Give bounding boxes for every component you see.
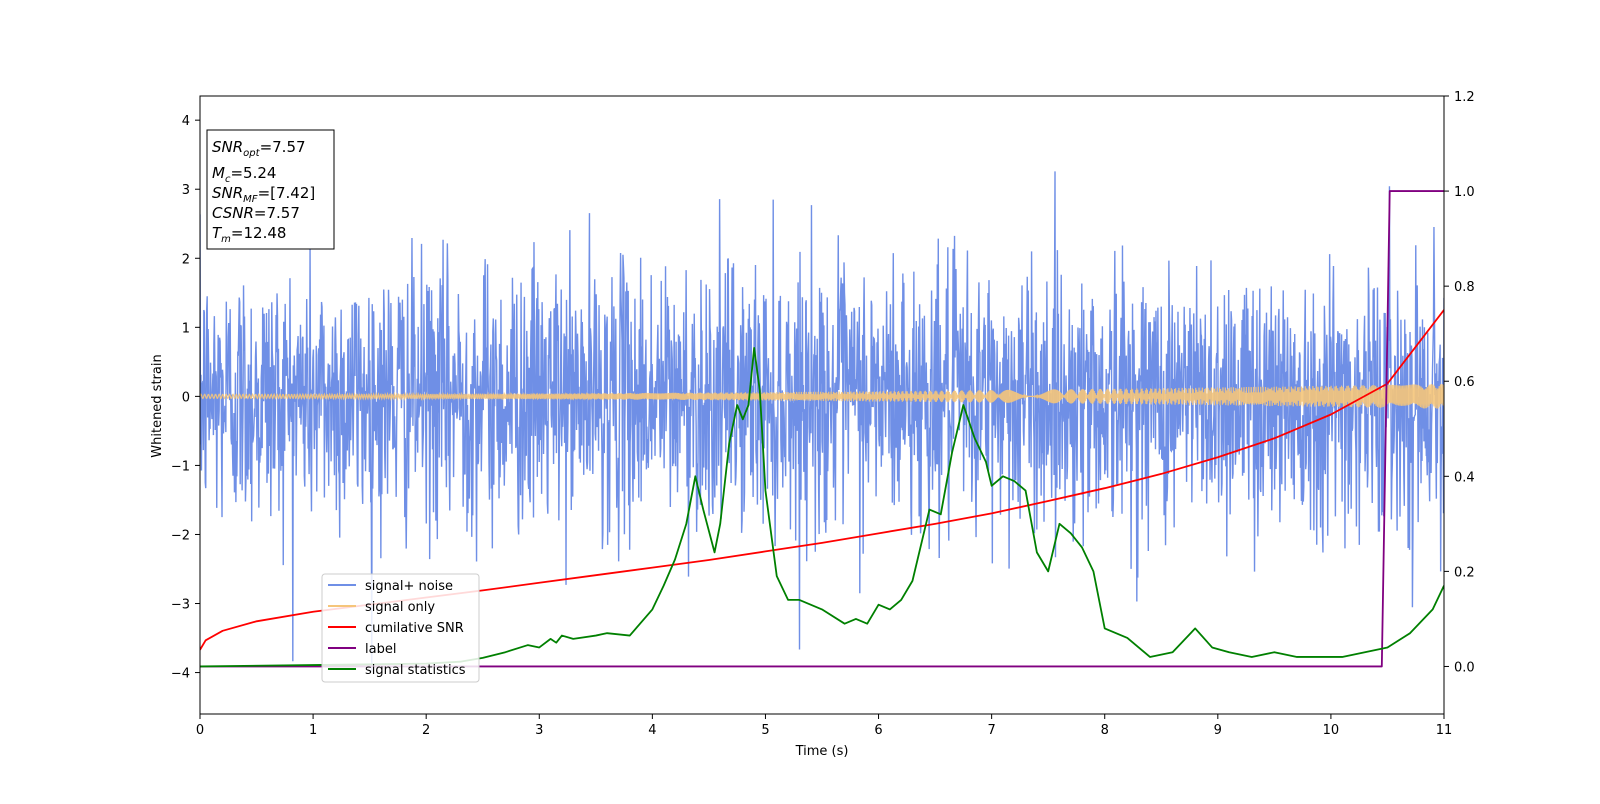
x-axis-label: Time (s) <box>795 744 849 759</box>
y-tick-label: 2 <box>182 252 190 267</box>
y2-tick-label: 0.0 <box>1454 660 1475 675</box>
y2-tick-label: 0.2 <box>1454 565 1475 580</box>
legend-label: signal only <box>365 600 435 615</box>
x-tick-label: 7 <box>987 723 995 738</box>
legend-frame <box>321 573 480 683</box>
y2-tick-label: 0.8 <box>1454 280 1475 295</box>
x-tick-label: 3 <box>535 723 543 738</box>
legend: signal+ noise signal only cumilative SNR la… <box>321 573 480 683</box>
y2-tick-label: 0.4 <box>1454 470 1475 485</box>
y-tick-label: 0 <box>182 390 190 405</box>
info-box-line: SNRopt=7.57 <box>212 138 306 159</box>
series-signal-only-line <box>200 383 1444 409</box>
legend-label: signal statistics <box>365 663 466 678</box>
legend-label: cumilative SNR <box>365 621 464 636</box>
series-layer <box>200 171 1444 672</box>
x-tick-label: 11 <box>1436 723 1453 738</box>
series-label-line <box>200 190 1444 668</box>
legend-label: label <box>365 642 396 657</box>
x-tick-label: 5 <box>761 723 769 738</box>
series-signal-noise-line <box>200 171 1444 672</box>
series-cumulative-snr-line <box>200 309 1444 651</box>
y-tick-label: −4 <box>171 667 190 682</box>
plot-frame <box>199 95 1445 715</box>
x-tick-label: 1 <box>309 723 317 738</box>
info-box-frame <box>206 129 335 250</box>
y2-tick-label: 1.0 <box>1454 185 1475 200</box>
x-tick-label: 6 <box>874 723 882 738</box>
y-tick-label: −2 <box>171 528 190 543</box>
series-signal-statistics-line <box>200 347 1444 668</box>
y2-tick-label: 1.2 <box>1454 90 1475 105</box>
ticks-layer: 0 1 2 3 4 5 6 7 8 9 10 1143210−1−2−3−41.21.00.80.60… <box>171 90 1475 738</box>
x-tick-label: 10 <box>1323 723 1340 738</box>
info-box-line: SNRMF=[7.42] <box>212 184 315 205</box>
info-box-line: Mc=5.24 <box>212 164 276 185</box>
y-tick-label: 4 <box>182 114 190 129</box>
y2-tick-label: 0.6 <box>1454 375 1475 390</box>
x-tick-label: 9 <box>1214 723 1222 738</box>
x-tick-label: 8 <box>1101 723 1109 738</box>
y-tick-label: 1 <box>182 321 190 336</box>
x-tick-label: 4 <box>648 723 656 738</box>
info-box-line: CSNR=7.57 <box>212 204 300 222</box>
y-tick-label: −3 <box>171 598 190 613</box>
info-box-line: Tm=12.48 <box>212 224 286 245</box>
x-tick-label: 2 <box>422 723 430 738</box>
y-tick-label: 3 <box>182 183 190 198</box>
y-tick-label: −1 <box>171 459 190 474</box>
x-tick-label: 0 <box>196 723 204 738</box>
legend-label: signal+ noise <box>365 579 453 594</box>
y-axis-label: Whitened strain <box>150 354 165 457</box>
